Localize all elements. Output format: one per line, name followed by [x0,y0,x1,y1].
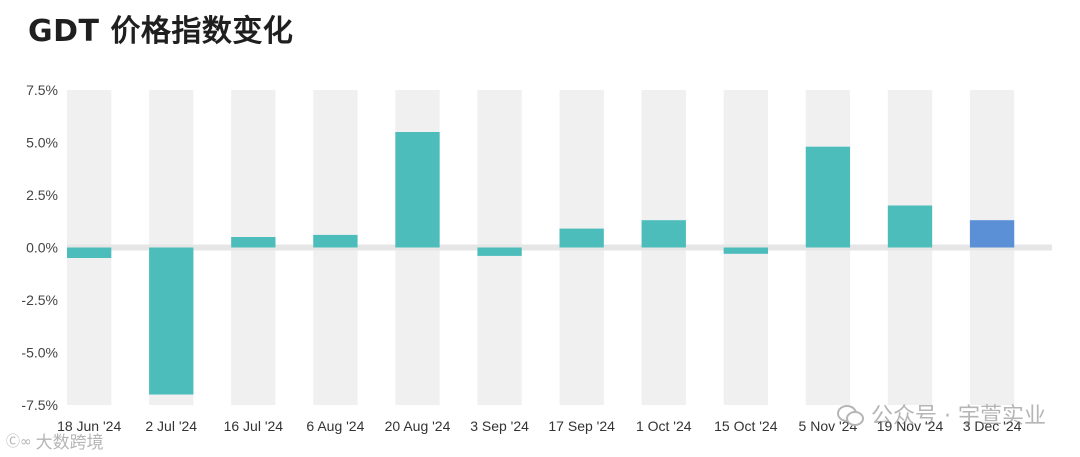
watermark-right: 公众号 · 宇萱实业 [837,398,1046,430]
x-axis-ticks: 18 Jun '24 2 Jul '24 16 Jul '24 6 Aug '24 20… [57,418,1022,434]
y-tick-label: -2.5% [21,292,58,308]
bar [887,205,933,248]
x-tick-label: 3 Sep '24 [470,418,529,434]
y-tick-label: -7.5% [21,397,58,413]
y-tick-label: 0.0% [26,240,58,256]
y-tick-label: -5.0% [21,345,58,361]
x-tick-label: 19 Nov '24 [877,418,944,434]
bar [559,228,604,248]
x-tick-label: 6 Aug '24 [306,418,364,434]
x-tick-label: 20 Aug '24 [385,418,451,434]
y-tick-label: 7.5% [26,82,58,98]
watermark-left: Ⓒ∞ 大数跨境 [6,428,104,453]
x-tick-label: 2 Jul '24 [145,418,197,434]
watermark-right-text: 公众号 · 宇萱实业 [871,404,1046,429]
x-tick-label: 5 Nov '24 [799,418,858,434]
x-tick-label: 18 Jun '24 [57,418,121,434]
x-tick-label: 3 Dec '24 [963,418,1022,434]
watermark-left-text: 大数跨境 [35,433,104,453]
bar [149,247,194,395]
bar [313,234,358,248]
bar [477,247,522,256]
bars [67,132,1015,395]
bar [969,220,1015,248]
x-tick-label: 15 Oct '24 [714,418,778,434]
x-tick-label: 17 Sep '24 [548,418,615,434]
weibo-icon: Ⓒ∞ [6,433,32,450]
bar [231,237,276,248]
bar [805,146,851,248]
y-tick-label: 2.5% [26,187,58,203]
x-tick-label: 1 Oct '24 [636,418,692,434]
x-tick-label: 16 Jul '24 [224,418,284,434]
bar [395,132,440,248]
bar [723,247,768,254]
chart-title: GDT 价格指数变化 [28,14,294,49]
y-tick-label: 5.0% [26,135,58,151]
bar [641,220,686,248]
bar [67,247,112,258]
wechat-icon [837,404,865,426]
y-axis-ticks: 7.5% 5.0% 2.5% 0.0% -2.5% -5.0% -7.5% [21,82,58,413]
